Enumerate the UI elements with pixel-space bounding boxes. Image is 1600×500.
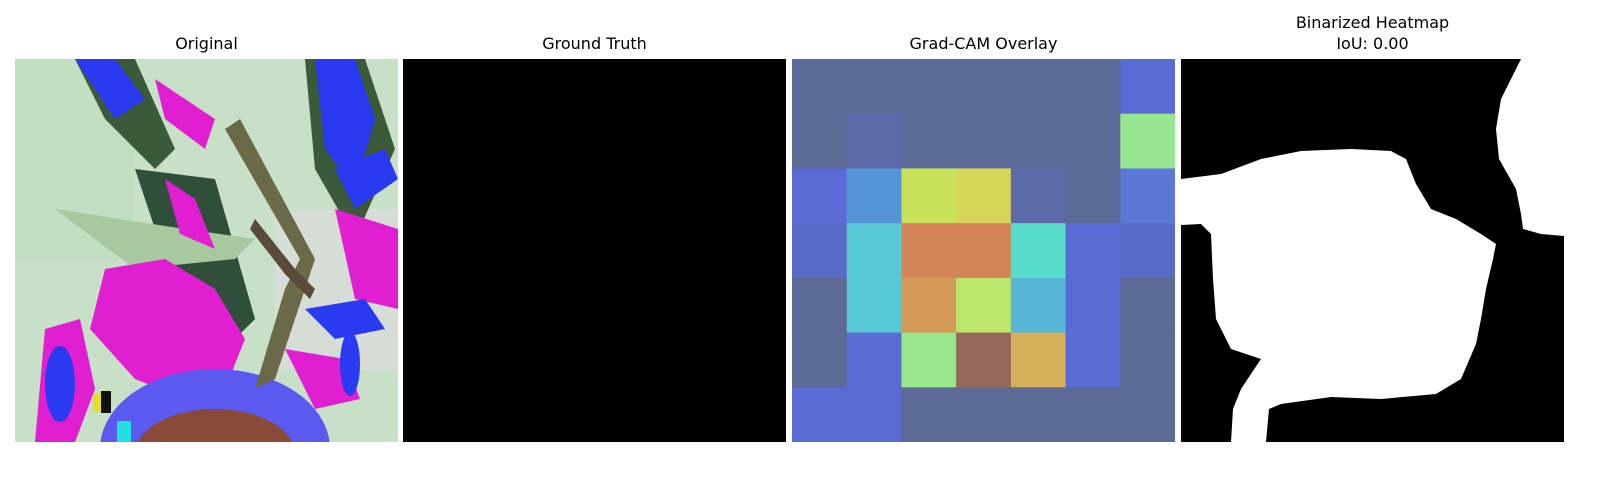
panel-title-ground-truth: Ground Truth	[542, 34, 647, 53]
gradcam-cell	[1065, 113, 1121, 169]
gradcam-cell	[1010, 113, 1067, 169]
gradcam-cell	[956, 277, 1012, 334]
gradcam-cell	[792, 59, 848, 115]
gradcam-cell	[956, 332, 1012, 388]
gradcam-cell	[956, 387, 1012, 442]
gradcam-cell	[956, 223, 1012, 279]
gradcam-cell	[1120, 387, 1175, 442]
gradcam-cell	[956, 168, 1012, 224]
gradcam-cell	[792, 168, 848, 224]
gradcam-cell	[1065, 223, 1121, 279]
gradcam-cell	[792, 223, 848, 279]
gradcam-cell	[1120, 113, 1175, 169]
panel-title-original: Original	[175, 34, 238, 53]
panel-title-gradcam: Grad-CAM Overlay	[909, 34, 1058, 53]
gradcam-cell	[1010, 332, 1067, 388]
gradcam-cell	[1065, 387, 1121, 442]
gradcam-cell	[846, 332, 902, 388]
gradcam-cell	[792, 113, 848, 169]
gradcam-cell	[846, 223, 902, 279]
gradcam-overlay	[792, 59, 1175, 442]
gradcam-cell	[901, 168, 957, 224]
gradcam-cell	[901, 277, 957, 334]
gradcam-cell	[956, 59, 1012, 115]
panel-title-binarized: Binarized Heatmap	[1295, 13, 1450, 32]
gradcam-cell	[1065, 277, 1121, 334]
gradcam-cell	[792, 387, 848, 442]
gradcam-cell	[1120, 223, 1175, 279]
original-image	[15, 59, 398, 442]
gradcam-cell	[901, 387, 957, 442]
gradcam-cell	[846, 387, 902, 442]
gradcam-cell	[846, 277, 902, 334]
gradcam-cell	[901, 223, 957, 279]
panel-subtitle-iou: IoU: 0.00	[1336, 34, 1409, 53]
gradcam-cell	[956, 113, 1012, 169]
gradcam-cell	[1120, 332, 1175, 388]
ground-truth-mask	[403, 59, 786, 442]
gradcam-cell	[1010, 387, 1067, 442]
gradcam-cell	[792, 332, 848, 388]
gradcam-cell	[901, 59, 957, 115]
gradcam-cell	[901, 113, 957, 169]
gradcam-cell	[1010, 277, 1067, 334]
gradcam-cell	[1010, 59, 1067, 115]
binarized-heatmap	[1181, 59, 1564, 442]
gradcam-cell	[846, 168, 902, 224]
gradcam-cell	[846, 59, 902, 115]
gradcam-cell	[846, 113, 902, 169]
gradcam-cell	[1065, 332, 1121, 388]
gradcam-cell	[1065, 59, 1121, 115]
gradcam-cell	[1120, 59, 1175, 115]
gradcam-cell	[1120, 168, 1175, 224]
gradcam-cell	[901, 332, 957, 388]
gradcam-cell	[792, 277, 848, 334]
gradcam-cell	[1065, 168, 1121, 224]
gradcam-cell	[1010, 168, 1067, 224]
gradcam-cell	[1120, 277, 1175, 334]
gradcam-cell	[1010, 223, 1067, 279]
